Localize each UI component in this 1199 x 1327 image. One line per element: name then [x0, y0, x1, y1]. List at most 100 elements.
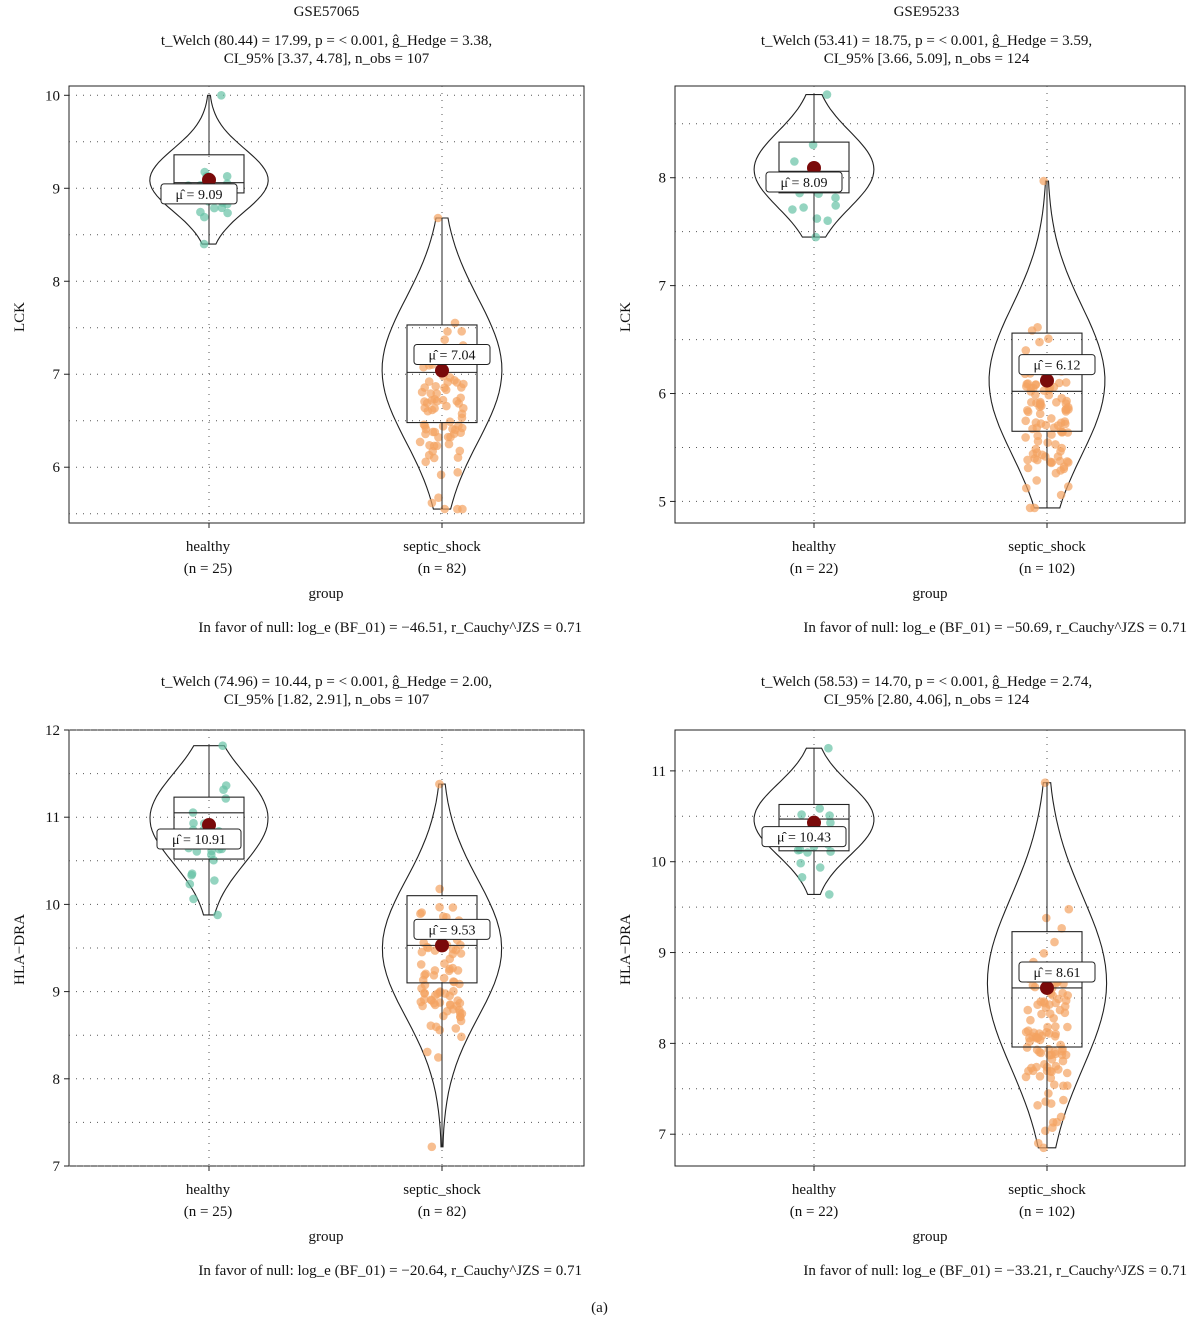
data-point: [448, 1005, 458, 1014]
bayes-factor-caption: In favor of null: log_e (BF_01) = −50.69…: [803, 620, 1187, 636]
data-point: [1027, 398, 1036, 407]
mean-label-box: [160, 183, 238, 205]
plot-frame: [674, 85, 1186, 524]
data-point: [213, 910, 222, 920]
group-name: septic_shock: [403, 1182, 481, 1198]
group-count: (n = 82): [417, 561, 467, 577]
data-point: [796, 858, 805, 868]
data-point: [1028, 424, 1037, 434]
group-count: (n = 22): [789, 1204, 839, 1220]
data-point: [811, 232, 821, 242]
data-point: [1046, 1099, 1056, 1108]
bayes-factor-caption: In favor of null: log_e (BF_01) = −46.51…: [198, 620, 582, 636]
mean-label: μ̂ = 10.43: [777, 831, 831, 846]
stats-line-1: t_Welch (80.44) = 17.99, p = < 0.001, ĝ_…: [160, 33, 493, 49]
data-point: [443, 327, 452, 336]
data-point: [1059, 1095, 1068, 1105]
mean-label-box: [413, 344, 491, 366]
data-point: [446, 432, 455, 442]
data-point: [1032, 1062, 1041, 1072]
chart-stats-subtitle: t_Welch (58.53) = 14.70, p = < 0.001, ĝ_…: [669, 673, 1184, 709]
data-point: [436, 470, 446, 480]
group-count: (n = 102): [1019, 561, 1075, 577]
data-point: [199, 239, 209, 249]
data-point: [1033, 437, 1043, 446]
data-point: [445, 991, 455, 1001]
data-point: [200, 212, 209, 222]
chart-stats-subtitle: t_Welch (80.44) = 17.99, p = < 0.001, ĝ_…: [69, 32, 584, 68]
stats-line-2: CI_95% [3.37, 4.78], n_obs = 107: [223, 51, 430, 67]
data-point: [1033, 323, 1042, 332]
data-point: [1056, 447, 1065, 456]
data-point: [1039, 176, 1048, 186]
group-name: septic_shock: [403, 539, 481, 555]
chart-panel-hla-dra-right: t_Welch (58.53) = 14.70, p = < 0.001, ĝ_…: [600, 645, 1199, 1290]
y-tick-label: 6: [659, 387, 667, 403]
data-point: [1047, 457, 1057, 467]
data-point: [448, 903, 458, 912]
data-point: [815, 804, 824, 813]
group-count: (n = 22): [789, 561, 839, 577]
data-point: [822, 90, 832, 99]
y-tick-label: 10: [651, 855, 666, 871]
mean-label: μ̂ = 9.53: [429, 923, 476, 938]
data-point: [825, 811, 834, 820]
mean-label: μ̂ = 9.09: [176, 188, 223, 203]
data-point: [808, 140, 818, 150]
data-point: [429, 453, 439, 463]
data-point: [1051, 468, 1061, 478]
data-point: [1033, 1000, 1042, 1009]
y-tick-label: 8: [659, 171, 667, 187]
group-count: (n = 25): [183, 1204, 233, 1220]
data-point: [444, 439, 454, 449]
data-point: [1050, 937, 1059, 947]
data-point: [210, 876, 219, 885]
data-point: [1058, 1044, 1067, 1054]
mean-label: μ̂ = 8.09: [781, 176, 828, 191]
data-point: [457, 1032, 466, 1042]
data-point: [1058, 1056, 1068, 1066]
data-point: [825, 890, 834, 899]
group-name: septic_shock: [1008, 539, 1086, 555]
data-point: [826, 847, 835, 856]
y-tick-label: 5: [659, 494, 667, 510]
data-point: [448, 944, 458, 954]
box: [778, 141, 850, 194]
mean-label-box: [413, 918, 491, 940]
data-point: [416, 960, 426, 969]
y-axis-label: HLA−DRA: [12, 914, 28, 985]
data-point: [1021, 416, 1030, 426]
data-point: [1051, 1022, 1060, 1031]
data-point: [1062, 396, 1071, 406]
data-point: [420, 980, 430, 990]
data-point: [439, 973, 449, 983]
stats-line-2: CI_95% [3.66, 5.09], n_obs = 124: [823, 51, 1030, 67]
data-point: [1061, 378, 1071, 387]
data-point: [218, 741, 227, 750]
data-point: [1044, 1029, 1054, 1038]
data-point: [435, 1025, 445, 1035]
data-point: [1041, 420, 1051, 430]
data-point: [434, 433, 443, 442]
data-point: [1050, 1047, 1060, 1056]
data-point: [803, 848, 812, 857]
data-point: [1063, 991, 1072, 1000]
data-point: [1026, 1015, 1035, 1025]
y-tick-label: 9: [659, 946, 667, 962]
data-point: [1061, 419, 1070, 429]
data-point: [1030, 454, 1039, 463]
x-axis-title: group: [308, 1229, 344, 1245]
data-point: [1045, 1009, 1055, 1018]
group-count: (n = 102): [1019, 1204, 1075, 1220]
data-point: [1039, 949, 1049, 958]
data-point: [831, 201, 840, 210]
chart-panel-gse95233-lck: GSE95233 t_Welch (53.41) = 18.75, p = < …: [600, 0, 1199, 645]
data-point: [424, 377, 434, 386]
group-name: septic_shock: [1008, 1182, 1086, 1198]
bayes-factor-caption: In favor of null: log_e (BF_01) = −33.21…: [803, 1263, 1187, 1279]
data-point: [420, 397, 429, 406]
plot-area: 5 6 7 8 μ̂ = 8.09 μ̂ = 6.12: [659, 85, 1186, 528]
data-point: [450, 318, 460, 328]
data-point: [217, 91, 226, 100]
data-point: [459, 379, 468, 389]
